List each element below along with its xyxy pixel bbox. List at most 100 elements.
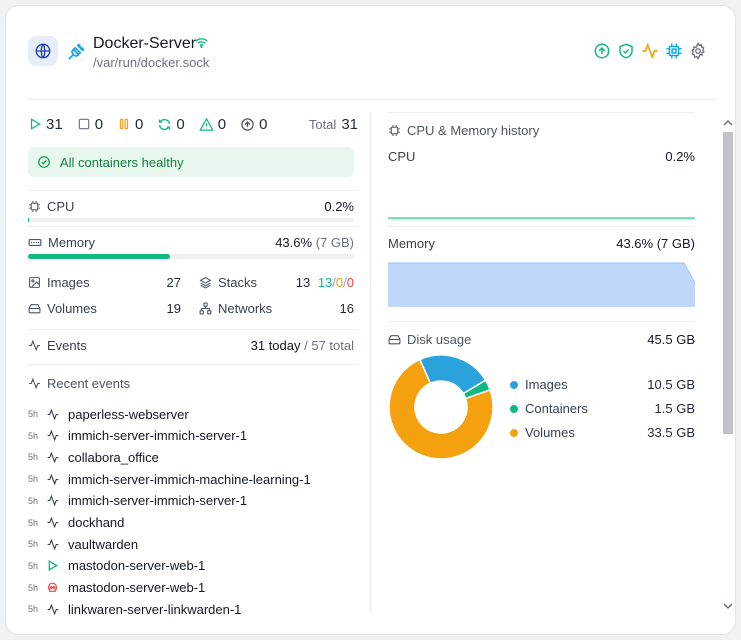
donut-slice-volumes[interactable]: [388, 358, 494, 460]
stat-paused[interactable]: 0: [117, 116, 143, 133]
activity-icon: [46, 603, 64, 616]
divider: [28, 226, 358, 227]
event-container-name: immich-server-immich-server-1: [68, 428, 248, 444]
recent-event-item[interactable]: 5h collabora_office: [28, 448, 159, 466]
networks-row[interactable]: Networks 16: [199, 301, 354, 316]
column-divider: [370, 112, 371, 612]
volumes-row[interactable]: Volumes 19: [28, 301, 181, 316]
memory-history-area: [388, 263, 695, 307]
event-container-name: mastodon-server-web-1: [68, 558, 206, 574]
images-row[interactable]: Images 27: [28, 275, 181, 290]
shield-check-icon[interactable]: [617, 42, 635, 60]
memory-history-chart: [388, 262, 695, 307]
activity-amber-icon[interactable]: [641, 42, 659, 60]
play-icon: [46, 559, 64, 572]
event-container-name: paperless-webserver: [68, 406, 189, 422]
recent-event-item[interactable]: 5h immich-server-immich-machine-learning-…: [28, 470, 311, 488]
images-count: 27: [166, 275, 181, 290]
gear-icon[interactable]: [689, 42, 707, 60]
stat-restarting[interactable]: 0: [157, 115, 185, 133]
images-label: Images: [47, 275, 90, 290]
event-time: 5h: [28, 430, 39, 441]
cpu-bar-fill: [28, 218, 29, 222]
activity-icon: [46, 473, 64, 486]
networks-label: Networks: [218, 301, 273, 316]
stat-exited[interactable]: 0: [240, 116, 267, 133]
recent-event-item[interactable]: 5h paperless-webserver: [28, 405, 189, 423]
legend-value: 10.5 GB: [647, 377, 695, 392]
recent-event-item[interactable]: 5h mastodon-server-web-1: [28, 579, 205, 597]
history-memory-value: 43.6% (7 GB): [616, 236, 695, 251]
stat-stopped[interactable]: 0: [77, 116, 103, 133]
disk-legend-item: Images 10.5 GB: [510, 377, 695, 392]
cpu-value: 0.2%: [324, 198, 354, 214]
stacks-count: 13: [295, 275, 311, 290]
scrollbar[interactable]: [721, 112, 735, 612]
exited-count: 0: [259, 115, 268, 133]
divider: [388, 226, 695, 227]
events-label: Events: [47, 337, 87, 353]
hard-drive-icon: [28, 304, 41, 314]
legend-value: 33.5 GB: [647, 425, 695, 440]
arrow-up-circle-icon: [241, 117, 254, 131]
cpu-row: CPU 0.2%: [28, 197, 354, 215]
activity-icon: [46, 408, 64, 421]
divider: [28, 329, 358, 330]
disk-legend-item: Containers 1.5 GB: [510, 401, 695, 416]
stacks-stopped: 0: [346, 275, 354, 290]
running-count: 31: [46, 115, 63, 133]
divider: [388, 112, 695, 113]
recent-event-item[interactable]: 5h dockhand: [28, 514, 124, 532]
restarting-count: 0: [176, 115, 185, 133]
hard-drive-icon: [388, 335, 401, 345]
cpu-label: CPU: [47, 198, 75, 214]
update-icon[interactable]: [593, 42, 611, 60]
disk-usage-title: Disk usage: [407, 332, 472, 347]
stacks-row[interactable]: Stacks 13 13/0/0: [199, 275, 354, 290]
recent-event-item[interactable]: 5h vaultwarden: [28, 535, 138, 553]
event-container-name: linkwaren-server-linkwarden-1: [68, 601, 242, 617]
event-container-name: collabora_office: [68, 449, 159, 465]
play-icon: [30, 118, 41, 130]
cpu-history-area: [388, 218, 695, 221]
disk-usage-header: Disk usage 45.5 GB: [388, 332, 695, 347]
event-time: 5h: [28, 604, 39, 615]
skull-icon: [46, 581, 64, 594]
disk-usage-total: 45.5 GB: [647, 332, 695, 347]
recent-event-item[interactable]: 5h immich-server-immich-server-1: [28, 492, 247, 510]
event-container-name: mastodon-server-web-1: [68, 580, 206, 596]
history-cpu-row: CPU 0.2%: [388, 149, 695, 164]
recent-event-item[interactable]: 5h linkwaren-server-linkwarden-1: [28, 600, 241, 618]
event-time: 5h: [28, 495, 39, 506]
container-stats: 31 0 0 0 0 0 Total 31: [28, 114, 358, 134]
stat-unhealthy[interactable]: 0: [198, 116, 226, 133]
disk-legend-item: Volumes 33.5 GB: [510, 425, 695, 440]
memory-row: Memory 43.6% (7 GB): [28, 233, 354, 251]
events-row[interactable]: Events 31 today / 57 total: [28, 336, 354, 354]
stacks-label: Stacks: [218, 275, 258, 290]
pause-icon: [119, 118, 129, 130]
memory-detail: (7 GB): [315, 234, 354, 250]
wifi-icon: [195, 37, 208, 48]
activity-icon: [46, 538, 64, 551]
recent-events-header: Recent events: [28, 376, 130, 391]
check-circle-icon: [38, 156, 50, 168]
history-cpu-label: CPU: [388, 149, 416, 164]
memory-history-line: [388, 262, 695, 284]
legend-label: Containers: [525, 401, 588, 416]
stat-running[interactable]: 31: [28, 116, 63, 133]
networks-count: 16: [339, 301, 354, 316]
volumes-label: Volumes: [47, 301, 97, 316]
total-count: 31: [341, 115, 358, 133]
recent-event-item[interactable]: 5h mastodon-server-web-1: [28, 557, 205, 575]
recent-event-item[interactable]: 5h immich-server-immich-server-1: [28, 427, 247, 445]
globe-icon: [28, 36, 58, 66]
paused-count: 0: [135, 115, 144, 133]
cpu-icon: [29, 200, 40, 212]
refresh-icon: [159, 118, 171, 130]
history-title: CPU & Memory history: [407, 123, 540, 138]
legend-dot: [510, 428, 518, 437]
cpu-chip-icon[interactable]: [665, 42, 683, 60]
event-container-name: immich-server-immich-machine-learning-1: [68, 471, 311, 487]
history-header: CPU & Memory history: [388, 123, 539, 138]
